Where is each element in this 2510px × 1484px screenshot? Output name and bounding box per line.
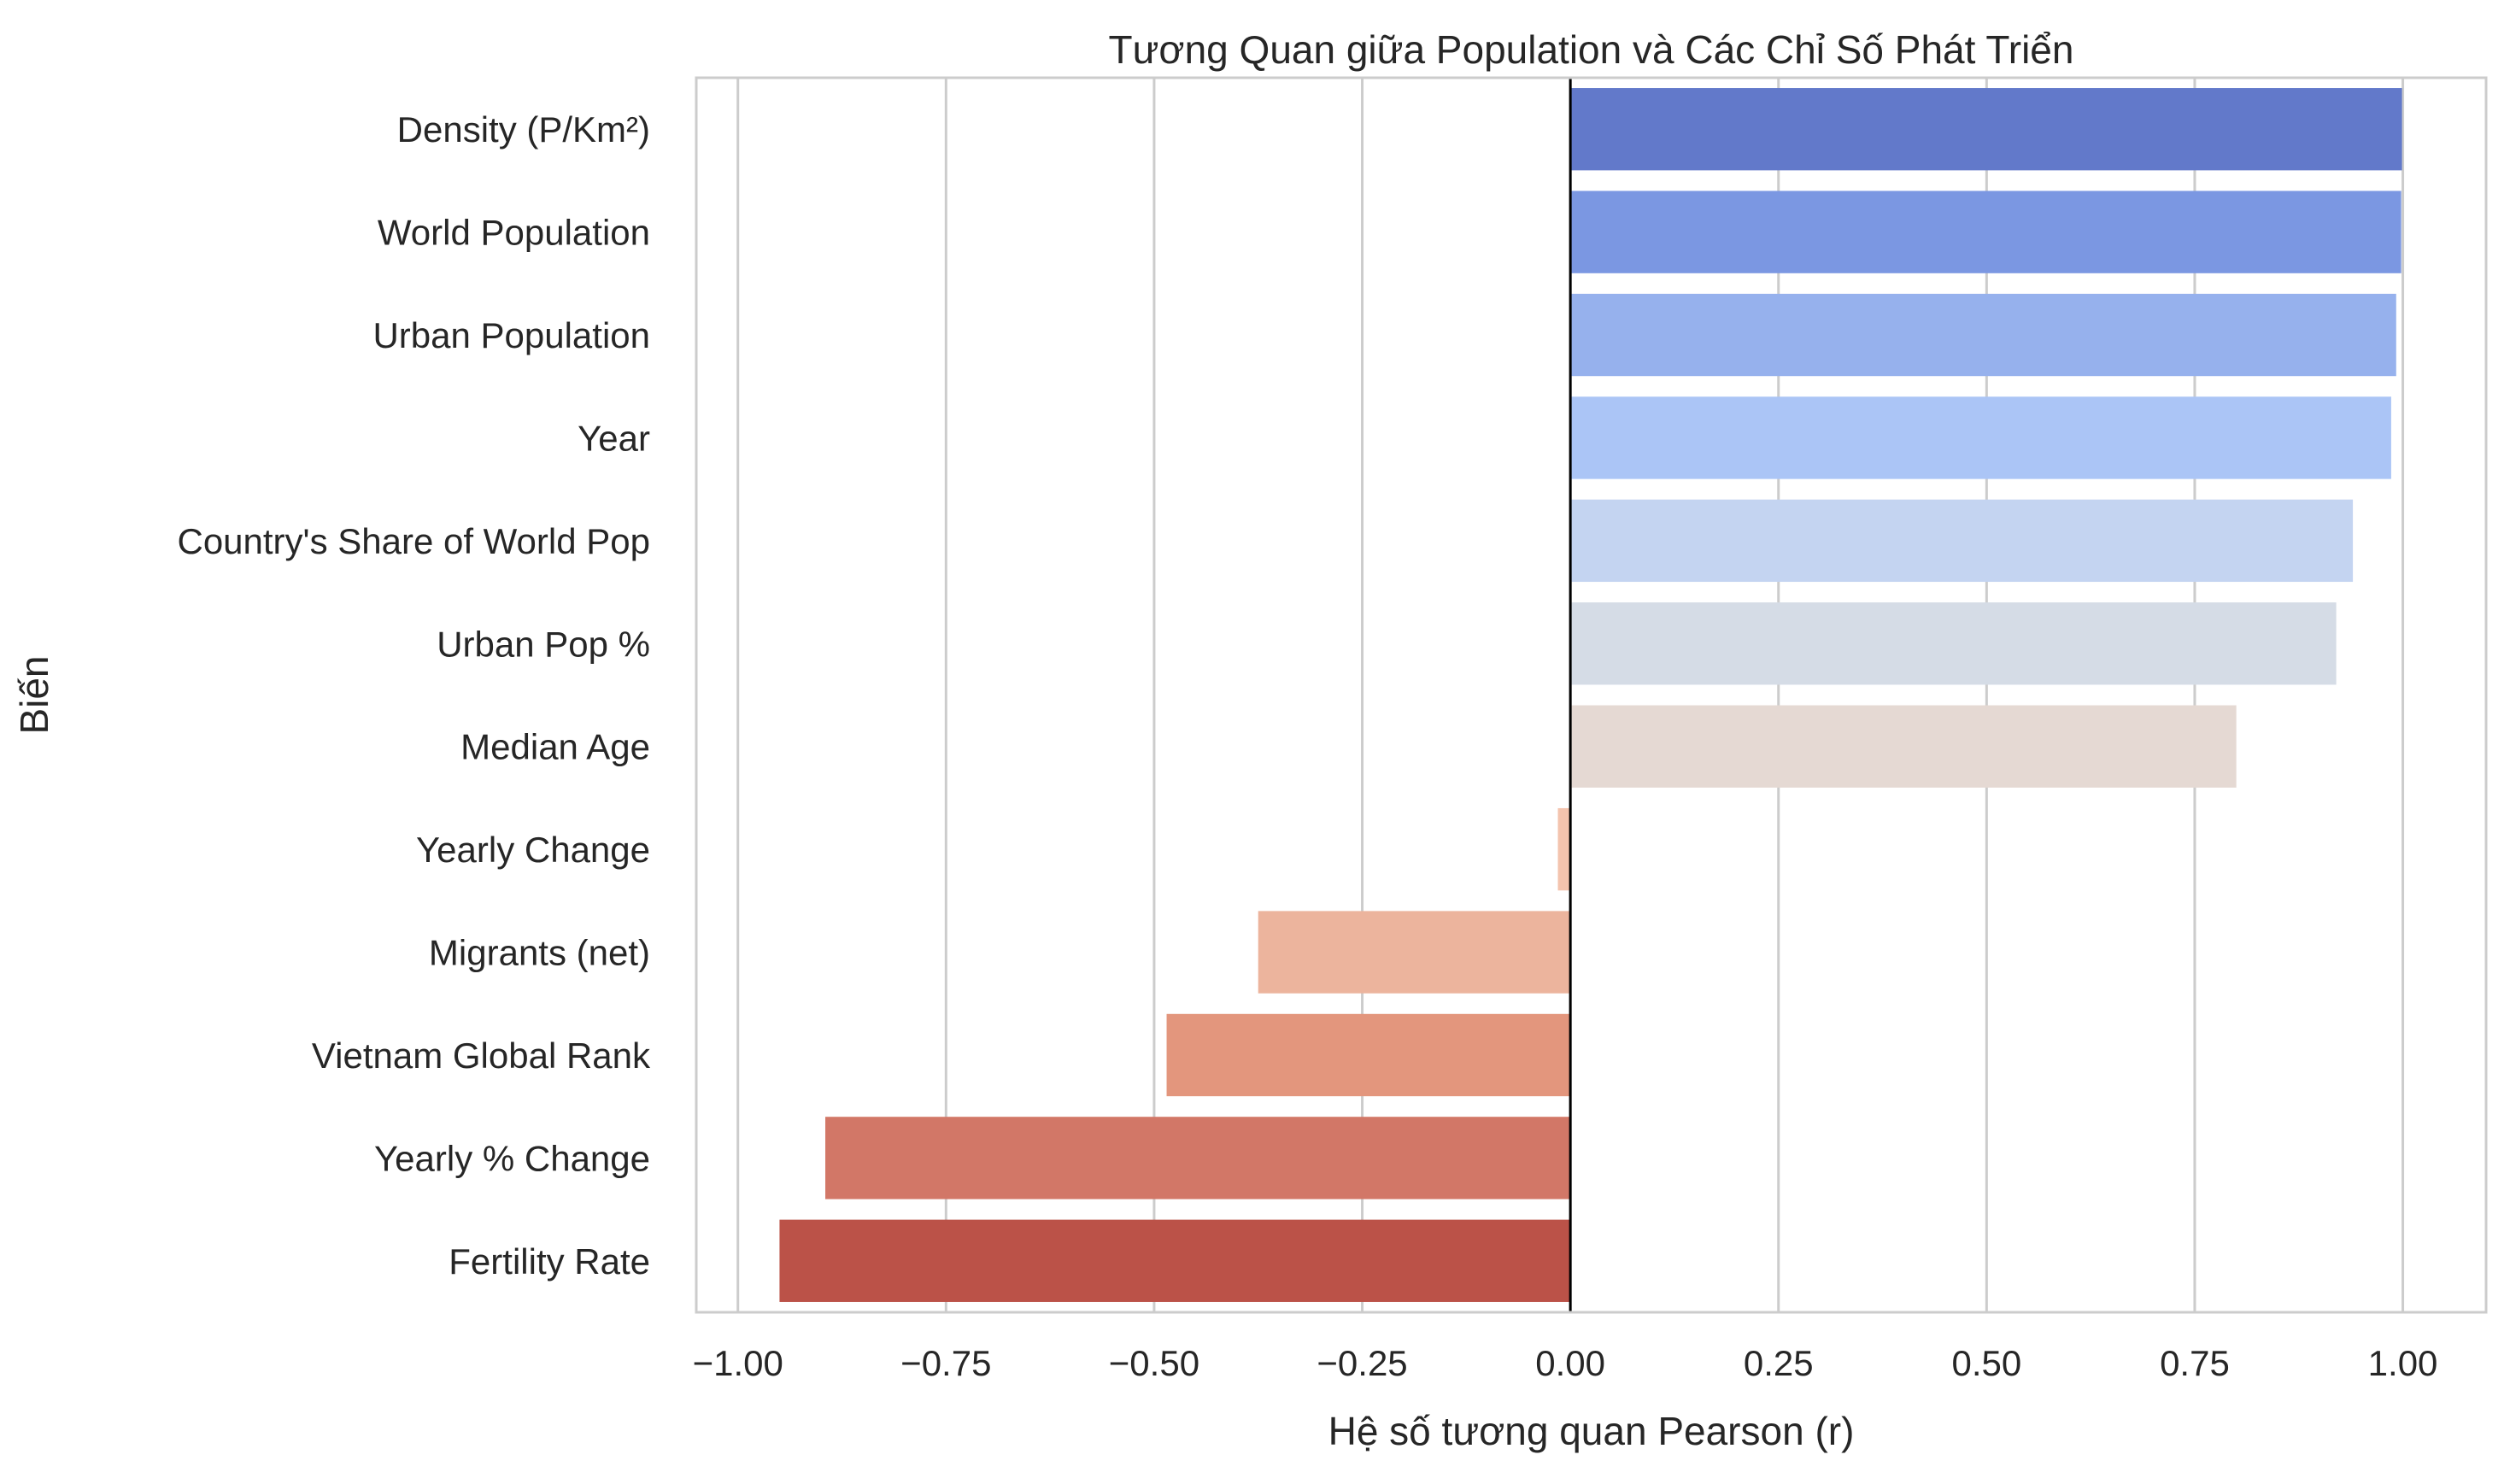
y-category-label: Migrants (net): [429, 933, 650, 973]
bar: [1570, 88, 2402, 171]
bar: [1570, 499, 2354, 583]
bar: [1557, 807, 1571, 891]
y-category-label: Density (P/Km²): [397, 109, 650, 150]
x-tick-label: 0.00: [1535, 1343, 1605, 1383]
x-tick-label: 0.75: [2160, 1343, 2230, 1383]
x-tick-labels: −1.00 −0.75 −0.50 −0.25 0.00 0.25 0.50 0.75 1.00: [693, 1343, 2438, 1383]
x-tick-label: 1.00: [2368, 1343, 2438, 1383]
y-category-label: Yearly Change: [416, 830, 650, 870]
bar: [1258, 911, 1571, 994]
bar: [1570, 705, 2237, 788]
x-tick-label: 0.25: [1744, 1343, 1814, 1383]
y-category-label: Country's Share of World Pop: [177, 521, 650, 561]
x-tick-label: −0.75: [900, 1343, 991, 1383]
y-axis-label: Biến: [12, 655, 56, 734]
y-category-labels: Density (P/Km²) World Population Urban Pop…: [177, 109, 651, 1282]
x-tick-label: −0.50: [1109, 1343, 1199, 1383]
y-category-label: Median Age: [460, 727, 650, 767]
chart-title: Tương Quan giữa Population và Các Chỉ Số…: [1109, 27, 2074, 72]
bar: [1570, 602, 2337, 685]
x-tick-label: −1.00: [693, 1343, 783, 1383]
x-axis-label: Hệ số tương quan Pearson (r): [1328, 1409, 1855, 1453]
bar: [825, 1117, 1571, 1200]
grid-lines: [736, 78, 2405, 1312]
y-category-label: Vietnam Global Rank: [312, 1035, 651, 1076]
bars: [779, 88, 2402, 1302]
bar: [1166, 1013, 1571, 1097]
bar: [1570, 293, 2396, 377]
y-category-label: Yearly % Change: [374, 1138, 650, 1178]
plot-frame: [695, 76, 2488, 1314]
y-category-label: Urban Population: [372, 315, 650, 355]
bar: [1570, 396, 2391, 479]
x-tick-label: −0.25: [1317, 1343, 1407, 1383]
y-category-label: World Population: [378, 213, 650, 253]
bar: [779, 1219, 1571, 1302]
y-category-label: Year: [578, 418, 650, 458]
y-category-label: Urban Pop %: [437, 624, 650, 664]
y-category-label: Fertility Rate: [449, 1241, 650, 1282]
bar: [1570, 191, 2402, 273]
x-tick-label: 0.50: [1951, 1343, 2021, 1383]
